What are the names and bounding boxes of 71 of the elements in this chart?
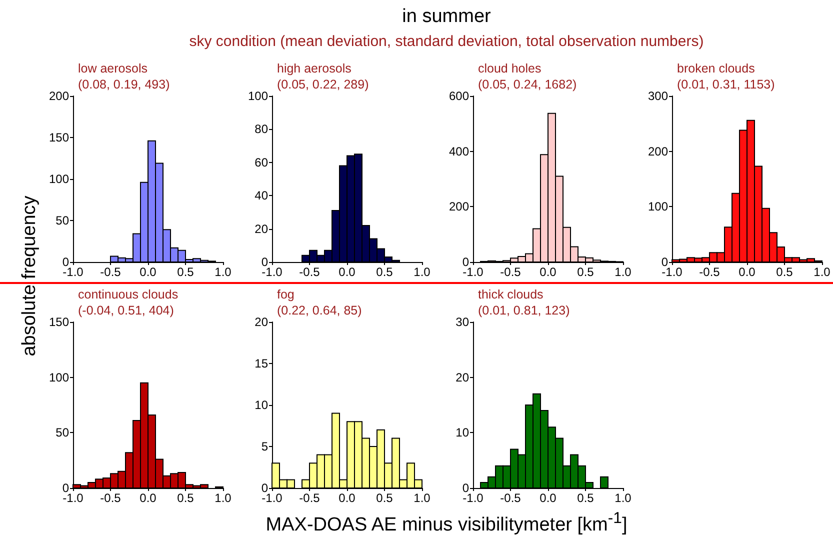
text: fog <box>277 288 294 302</box>
y-tick-label: 50 <box>56 426 70 440</box>
y-tick-label: 200 <box>648 144 668 158</box>
text: (0.08, 0.19, 493) <box>78 78 170 92</box>
x-tick-label: 0.5 <box>177 265 194 279</box>
y-tick-label: 30 <box>456 315 470 329</box>
y-tick-label: 100 <box>648 200 668 214</box>
x-tick-label: -0.5 <box>500 265 522 279</box>
text: (0.05, 0.22, 289) <box>277 78 369 92</box>
y-tick-label: 600 <box>448 89 470 103</box>
text: continuous clouds <box>78 288 178 302</box>
x-tick-label: 0.0 <box>540 491 557 505</box>
text: high aerosols <box>277 62 352 76</box>
y-tick-label: 300 <box>648 89 668 103</box>
chart-title: in summer <box>401 6 492 28</box>
y-tick-label: 20 <box>254 315 268 329</box>
x-tick-label: 0.0 <box>338 265 356 279</box>
x-tick-label: 0.5 <box>577 491 594 505</box>
x-tick-label: 1.0 <box>814 265 831 279</box>
x-tick-label: -0.5 <box>299 491 320 505</box>
y-tick-label: 50 <box>56 214 70 228</box>
y-tick-label: 80 <box>254 122 268 136</box>
y-tick-label: 100 <box>248 89 268 103</box>
x-tick-label: 0.0 <box>540 265 557 279</box>
text: (-0.04, 0.51, 404) <box>78 304 174 318</box>
y-tick-label: 40 <box>254 188 268 203</box>
y-tick-label: 20 <box>254 222 268 236</box>
text: (0.05, 0.24, 1682) <box>478 78 577 92</box>
y-tick-label: 10 <box>456 426 470 440</box>
x-tick-label: -0.5 <box>500 491 522 505</box>
x-tick-label: -0.5 <box>100 265 122 279</box>
x-tick-label: 1.0 <box>414 265 431 279</box>
y-tick-label: 20 <box>456 370 470 384</box>
text: cloud holes <box>478 62 542 76</box>
y-tick-label: 15 <box>254 356 268 370</box>
x-tick-label: 1.0 <box>214 491 232 505</box>
x-tick-label: 0.5 <box>577 265 594 279</box>
y-tick-label: 150 <box>48 130 70 144</box>
x-tick-label: -0.5 <box>699 265 720 279</box>
x-tick-label: -0.5 <box>299 265 320 279</box>
x-tick-label: -0.5 <box>100 491 122 505</box>
y-tick-label: 200 <box>448 200 470 214</box>
x-tick-label: 0.5 <box>177 491 194 505</box>
text: (0.01, 0.81, 123) <box>478 304 570 318</box>
chart-subtitle: sky condition (mean deviation, standard deviation, total observation numbers) <box>188 33 705 50</box>
x-tick-label: 0.0 <box>738 265 756 279</box>
y-tick-label: 150 <box>48 315 70 329</box>
y-axis-title: absolute frequency <box>19 194 41 358</box>
text: (0.22, 0.64, 85) <box>277 304 362 318</box>
x-axis-title: MAX-DOAS AE minus visibilitymeter [km$^{-1}$] <box>264 510 628 536</box>
text: (0.01, 0.31, 1153) <box>677 78 775 92</box>
text: thick clouds <box>478 288 544 302</box>
x-tick-label: 0.5 <box>776 265 794 279</box>
text: broken clouds <box>677 62 755 76</box>
y-tick-label: 5 <box>261 440 268 454</box>
x-tick-label: 0.5 <box>376 491 394 505</box>
x-tick-label: 1.0 <box>614 491 632 505</box>
x-tick-label: 1.0 <box>614 265 632 279</box>
x-tick-label: 1.0 <box>214 265 232 279</box>
x-tick-label: 0.0 <box>338 491 356 505</box>
y-tick-label: 10 <box>254 398 268 412</box>
y-tick-label: 60 <box>254 155 268 170</box>
x-tick-label: 0.0 <box>140 265 157 279</box>
y-tick-label: 100 <box>48 370 70 384</box>
x-tick-label: 0.0 <box>140 491 157 505</box>
text: low aerosols <box>78 62 148 76</box>
x-tick-label: 0.5 <box>376 265 394 279</box>
x-tick-label: 1.0 <box>414 491 431 505</box>
y-tick-label: 100 <box>48 172 70 186</box>
y-tick-label: 400 <box>448 144 470 158</box>
y-tick-label: 200 <box>48 89 70 103</box>
